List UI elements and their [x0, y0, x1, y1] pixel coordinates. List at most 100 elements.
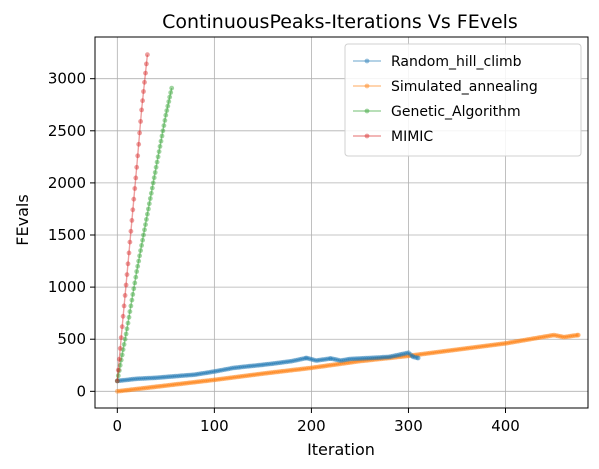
- series-line: [117, 352, 419, 382]
- data-point: [359, 358, 365, 364]
- data-point: [120, 313, 126, 319]
- data-point: [140, 237, 146, 243]
- data-point: [330, 356, 336, 362]
- data-point: [518, 338, 524, 344]
- data-point: [351, 356, 357, 362]
- data-point: [127, 239, 133, 245]
- data-point: [266, 361, 272, 367]
- data-point: [143, 70, 148, 76]
- data-point: [150, 180, 156, 186]
- data-point: [156, 149, 162, 155]
- x-axis-label: Iteration: [307, 440, 375, 459]
- data-point: [190, 372, 196, 378]
- data-point: [158, 138, 164, 144]
- data-point: [573, 333, 578, 338]
- data-point: [229, 365, 235, 371]
- data-point: [124, 326, 130, 332]
- data-point: [308, 356, 313, 362]
- legend-item: MIMIC: [353, 129, 433, 145]
- data-point: [311, 357, 317, 363]
- data-point: [208, 377, 213, 383]
- data-point: [142, 227, 147, 233]
- data-point: [361, 355, 367, 361]
- data-point: [194, 379, 200, 385]
- data-point: [204, 370, 210, 376]
- data-point: [200, 371, 206, 376]
- data-point: [392, 353, 398, 359]
- data-point: [219, 367, 225, 373]
- data-point: [268, 361, 274, 367]
- data-point: [510, 339, 516, 345]
- data-point: [304, 355, 309, 361]
- x-tick-label: 100: [200, 417, 229, 435]
- data-point: [415, 355, 421, 361]
- data-point: [553, 333, 559, 338]
- data-point: [330, 362, 336, 368]
- data-point: [138, 386, 144, 391]
- data-point: [414, 355, 420, 361]
- data-point: [565, 334, 570, 339]
- data-point: [450, 347, 456, 353]
- data-point: [283, 368, 289, 374]
- data-point: [270, 361, 275, 367]
- data-point: [310, 357, 315, 362]
- y-tick-label: 500: [57, 330, 86, 348]
- data-point: [274, 369, 279, 375]
- data-point: [122, 293, 128, 298]
- data-point: [444, 348, 450, 354]
- data-point: [149, 384, 155, 390]
- data-point: [386, 354, 392, 360]
- data-point: [312, 364, 318, 370]
- data-point: [206, 378, 211, 383]
- data-point: [126, 314, 132, 320]
- data-point: [120, 388, 126, 393]
- data-point: [208, 369, 213, 375]
- data-point: [139, 243, 145, 248]
- y-axis-label: FEvals: [13, 194, 32, 245]
- data-point: [146, 201, 152, 207]
- data-point: [221, 367, 227, 373]
- data-point: [338, 361, 343, 367]
- data-point: [365, 355, 371, 361]
- data-point: [145, 52, 150, 58]
- data-point: [123, 282, 129, 288]
- data-point: [142, 385, 147, 391]
- legend-swatch-marker: [364, 58, 370, 64]
- data-point: [134, 269, 140, 274]
- data-point: [192, 379, 198, 385]
- data-point: [246, 373, 252, 378]
- data-point: [516, 338, 522, 344]
- data-point: [116, 368, 122, 373]
- data-point: [409, 353, 415, 359]
- data-point: [117, 346, 123, 351]
- data-point: [260, 362, 266, 368]
- data-point: [138, 119, 144, 124]
- data-point: [182, 373, 188, 378]
- data-point: [114, 378, 120, 384]
- data-point: [141, 89, 146, 94]
- data-point: [114, 378, 120, 384]
- data-point: [252, 363, 258, 368]
- data-point: [276, 369, 281, 375]
- data-point: [305, 365, 310, 371]
- data-point: [219, 376, 225, 382]
- data-point: [144, 217, 149, 222]
- data-point: [359, 356, 365, 361]
- data-point: [264, 361, 270, 367]
- data-point: [165, 383, 171, 388]
- data-point: [258, 362, 264, 368]
- data-point: [365, 357, 371, 363]
- data-point: [135, 153, 141, 159]
- data-point: [415, 352, 421, 357]
- data-point: [239, 374, 244, 379]
- data-point: [497, 341, 503, 347]
- data-point: [142, 79, 147, 85]
- data-point: [571, 333, 576, 339]
- data-point: [213, 368, 219, 374]
- data-point: [514, 339, 520, 344]
- data-point: [355, 356, 361, 361]
- y-tick-label: 3000: [48, 70, 86, 88]
- data-point: [165, 374, 171, 380]
- data-point: [345, 360, 351, 366]
- data-point: [285, 359, 291, 364]
